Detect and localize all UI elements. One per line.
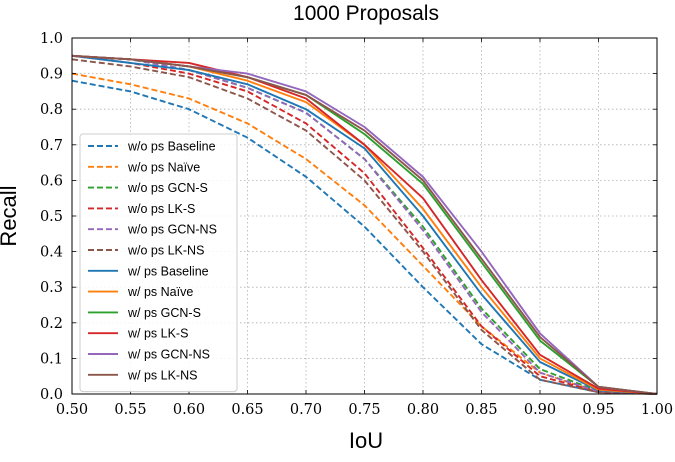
legend-label: w/ ps LK-NS — [127, 368, 197, 382]
x-tick-label: 0.70 — [290, 402, 322, 418]
legend-label: w/o ps LK-NS — [127, 244, 204, 258]
x-axis-label: IoU — [349, 428, 383, 453]
y-tick-label: 0.4 — [40, 245, 63, 261]
series-line — [71, 54, 658, 395]
series-line — [71, 79, 658, 395]
series-line — [71, 54, 658, 395]
y-axis-label: Recall — [0, 185, 21, 246]
y-tick-label: 0.9 — [40, 67, 63, 83]
legend-label: w/o ps GCN-NS — [127, 223, 217, 237]
x-tick-label: 0.50 — [56, 402, 88, 418]
legend-label: w/ ps Naïve — [127, 285, 193, 299]
series-line — [71, 54, 658, 395]
y-tick-label: 0.6 — [40, 173, 63, 189]
legend-label: w/ ps GCN-S — [127, 306, 201, 320]
y-tick-label: 1.0 — [40, 31, 63, 47]
x-tick-label: 0.55 — [114, 402, 146, 418]
y-tick-label: 0.0 — [40, 387, 63, 403]
legend-box — [79, 133, 238, 393]
x-tick-label: 0.60 — [173, 402, 205, 418]
y-tick-label: 0.5 — [40, 209, 63, 225]
legend-label: w/o ps Naïve — [127, 160, 200, 174]
x-tick-label: 0.85 — [465, 402, 497, 418]
x-tick-label: 1.00 — [641, 402, 673, 418]
x-tick-label: 0.80 — [407, 402, 439, 418]
legend-label: w/ ps LK-S — [127, 327, 188, 341]
x-tick-label: 0.75 — [348, 402, 380, 418]
axis-ticks: 0.50 0.55 0.60 0.65 0.70 0.75 0.80 0.85 0.90 0.95… — [40, 31, 673, 418]
legend-label: w/o ps Baseline — [127, 140, 216, 154]
y-tick-label: 0.7 — [40, 138, 63, 154]
y-tick-label: 0.1 — [40, 351, 63, 367]
x-tick-label: 0.95 — [582, 402, 614, 418]
chart-title: 1000 Proposals — [293, 2, 439, 25]
y-tick-label: 0.3 — [40, 280, 63, 296]
legend-label: w/o ps LK-S — [127, 202, 195, 216]
series-line — [71, 54, 658, 395]
series-line — [71, 54, 658, 395]
y-tick-label: 0.8 — [40, 102, 63, 118]
series-line — [71, 58, 658, 395]
x-tick-label: 0.90 — [524, 402, 556, 418]
x-tick-label: 0.65 — [231, 402, 263, 418]
legend-label: w/ ps GCN-NS — [127, 348, 210, 362]
y-tick-label: 0.2 — [40, 316, 63, 332]
legend-label: w/ ps Baseline — [127, 264, 209, 278]
legend: w/o ps Baseline w/o ps Naïve w/o ps GCN-S w… — [79, 133, 238, 393]
legend-label: w/o ps GCN-S — [127, 181, 208, 195]
series-layer — [71, 54, 658, 395]
